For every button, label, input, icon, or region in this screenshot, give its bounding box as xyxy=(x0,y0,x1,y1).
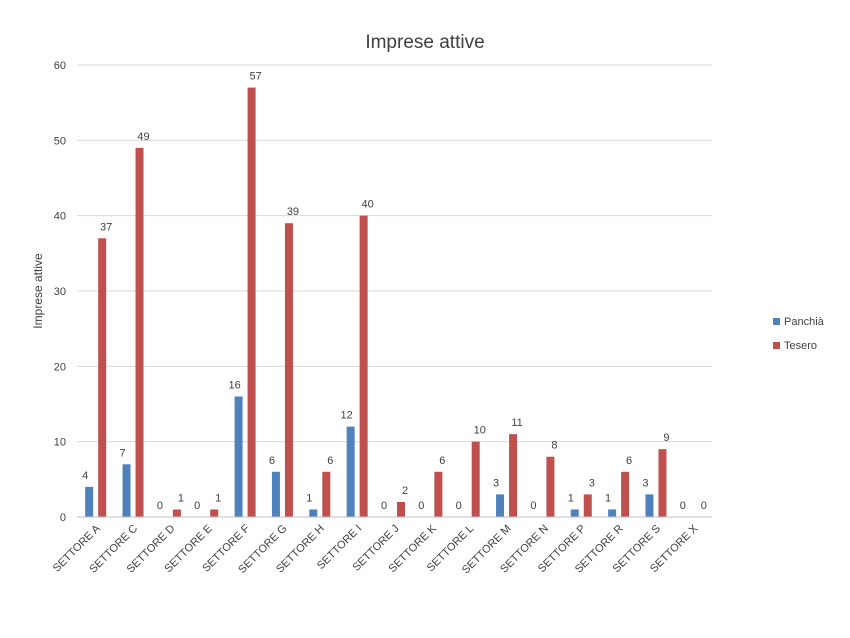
gridlines xyxy=(77,64,712,443)
legend-swatch xyxy=(773,318,780,325)
data-label: 1 xyxy=(306,492,312,504)
y-tick-label: 30 xyxy=(54,286,66,298)
data-label: 3 xyxy=(493,477,499,489)
data-label: 6 xyxy=(439,455,445,467)
legend-label: Panchià xyxy=(784,316,825,328)
bar-panchi xyxy=(496,494,505,517)
bar-tesero xyxy=(583,494,592,517)
data-label: 1 xyxy=(178,492,184,504)
bar-panchi xyxy=(309,509,318,517)
data-label: 0 xyxy=(418,500,424,512)
data-label: 0 xyxy=(157,500,163,512)
bar-panchi xyxy=(271,471,280,517)
y-axis-label: Imprese attive xyxy=(31,253,45,329)
data-label: 0 xyxy=(456,500,462,512)
data-label: 1 xyxy=(568,492,574,504)
bar-panchi xyxy=(234,396,243,517)
data-label: 12 xyxy=(341,410,353,422)
bar-tesero xyxy=(546,456,555,517)
y-tick-label: 10 xyxy=(54,437,66,449)
bar-panchi xyxy=(645,494,654,517)
bar-tesero xyxy=(322,471,331,517)
data-labels: 4377490101165763916124002060103110813163… xyxy=(82,71,707,512)
data-label: 39 xyxy=(287,206,299,218)
data-label: 1 xyxy=(605,492,611,504)
bar-tesero xyxy=(210,509,219,517)
bar-tesero xyxy=(359,215,368,517)
y-tick-label: 20 xyxy=(54,361,66,373)
bar-tesero xyxy=(98,238,107,517)
bar-panchi xyxy=(570,509,579,517)
data-label: 0 xyxy=(194,500,200,512)
data-label: 4 xyxy=(82,470,88,482)
data-label: 6 xyxy=(626,455,632,467)
bar-tesero xyxy=(247,87,256,517)
legend-label: Tesero xyxy=(784,340,817,352)
data-label: 1 xyxy=(215,492,221,504)
bar-tesero xyxy=(284,223,293,517)
bar-tesero xyxy=(471,441,480,517)
data-label: 3 xyxy=(642,477,648,489)
data-label: 0 xyxy=(381,500,387,512)
bar-tesero xyxy=(135,147,144,517)
bar-panchi xyxy=(85,486,94,517)
data-label: 40 xyxy=(362,199,374,211)
bar-panchi xyxy=(608,509,617,517)
y-axis-ticks: 0 10 20 30 40 50 60 xyxy=(54,60,66,524)
bar-tesero xyxy=(397,501,405,517)
bar-tesero xyxy=(172,509,181,517)
data-label: 10 xyxy=(474,425,486,437)
data-label: 57 xyxy=(249,71,261,83)
y-tick-label: 0 xyxy=(60,512,66,524)
legend-swatch xyxy=(773,342,780,349)
bar-tesero xyxy=(434,471,443,517)
data-label: 0 xyxy=(680,500,686,512)
data-label: 7 xyxy=(119,447,125,459)
data-label: 16 xyxy=(228,379,240,391)
bar-panchi xyxy=(346,426,355,517)
data-label: 6 xyxy=(327,455,333,467)
bar-tesero xyxy=(621,471,630,517)
data-label: 0 xyxy=(530,500,536,512)
data-label: 0 xyxy=(701,500,707,512)
y-tick-label: 50 xyxy=(54,135,66,147)
bars xyxy=(85,87,667,517)
data-label: 3 xyxy=(589,477,595,489)
data-label: 8 xyxy=(551,440,557,452)
chart-title: Imprese attive xyxy=(365,32,484,53)
data-label: 9 xyxy=(663,432,669,444)
data-label: 11 xyxy=(511,417,522,429)
bar-panchi xyxy=(122,464,131,517)
data-label: 49 xyxy=(137,131,149,143)
bar-tesero xyxy=(509,434,518,517)
y-tick-label: 60 xyxy=(54,60,66,72)
legend: Panchià Tesero xyxy=(773,316,825,352)
data-label: 6 xyxy=(269,455,275,467)
y-tick-label: 40 xyxy=(54,211,66,223)
data-label: 2 xyxy=(402,485,408,497)
data-label: 37 xyxy=(100,221,112,233)
bar-tesero xyxy=(658,449,667,517)
